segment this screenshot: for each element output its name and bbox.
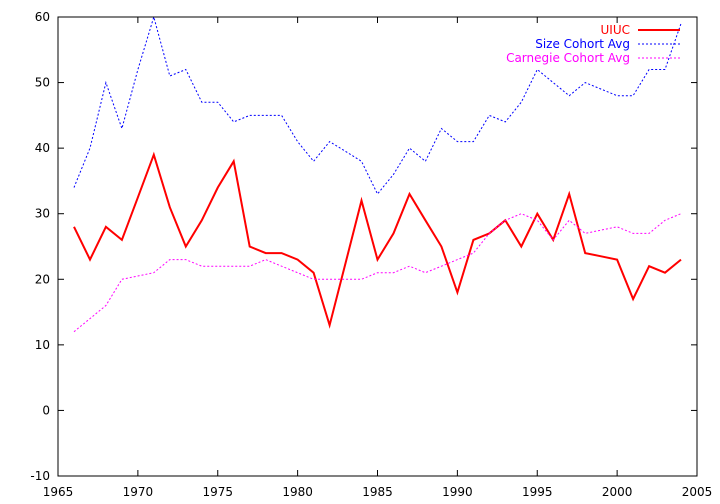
y-tick-label: -10 [30, 469, 50, 483]
y-tick-label: 30 [35, 207, 50, 221]
legend-label-size-cohort-avg: Size Cohort Avg [535, 37, 630, 51]
legend-label-carnegie-cohort-avg: Carnegie Cohort Avg [506, 51, 630, 65]
y-tick-label: 40 [35, 141, 50, 155]
x-tick-label: 1990 [442, 485, 473, 499]
legend-label-uiuc: UIUC [601, 23, 630, 37]
x-tick-label: 1985 [362, 485, 393, 499]
plot-frame [57, 16, 698, 477]
series-line-uiuc [73, 151, 682, 329]
axis-ticks: 1965 1970 1975 1980 1985 1990 1995 2000 2005 -10 0… [30, 10, 712, 499]
y-tick-label: 50 [35, 76, 50, 90]
series-line-size-cohort-avg [73, 15, 682, 195]
y-tick-label: 0 [42, 403, 50, 417]
y-tick-label: 60 [35, 10, 50, 24]
x-tick-label: 1965 [43, 485, 74, 499]
x-tick-label: 2005 [682, 485, 713, 499]
y-tick-label: 10 [35, 338, 50, 352]
series-lines [73, 15, 682, 333]
x-tick-label: 1975 [202, 485, 233, 499]
x-tick-label: 1995 [522, 485, 553, 499]
y-tick-label: 20 [35, 272, 50, 286]
x-tick-label: 1970 [123, 485, 154, 499]
x-tick-label: 1980 [282, 485, 313, 499]
x-tick-label: 2000 [602, 485, 633, 499]
